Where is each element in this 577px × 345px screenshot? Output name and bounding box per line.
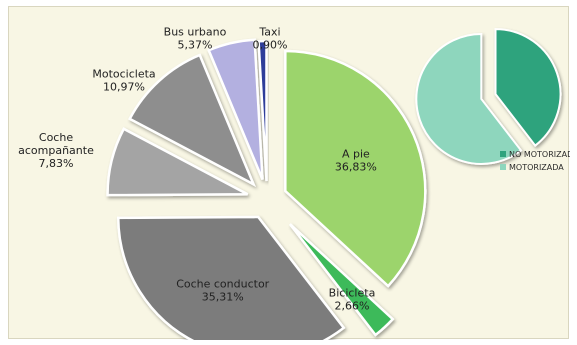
pie-slice-coche-conductor [116,215,346,340]
summary-pie [415,28,562,165]
slice-value-coche-conductor: 35,31% [202,291,244,304]
legend-label-no-motorizada: NO MOTORIZADA [509,150,570,159]
legend: NO MOTORIZADA MOTORIZADA [500,150,570,172]
pie-slice-motocicleta [128,53,257,187]
slice-label-coche-acompanante: Coche acompañante [18,131,94,157]
pie-slice-a-pie [284,49,427,288]
chart-area: A pie 36,83% Bicicleta 2,66% Coche conductor… [8,6,570,340]
slice-value-coche-acompanante: 7,83% [39,157,74,170]
slice-value-bus-urbano: 5,37% [178,39,213,52]
slice-label-bus-urbano: Bus urbano [164,26,227,39]
summary-slice-motorizada [415,32,523,165]
slice-label-bicicleta: Bicicleta [329,287,376,300]
legend-swatch-no-motorizada [500,151,506,157]
pie-slice-coche-acompanante [106,127,249,197]
slice-value-bicicleta: 2,66% [335,300,370,313]
slice-value-taxi: 0,90% [253,39,288,52]
legend-label-motorizada: MOTORIZADA [509,163,564,172]
legend-swatch-motorizada [500,164,506,170]
slice-value-a-pie: 36,83% [335,161,377,174]
summary-slice-no-motorizada [494,28,562,147]
slice-label-a-pie: A pie [342,148,370,161]
slice-label-coche-conductor: Coche conductor [176,278,269,291]
main-pie [106,38,427,340]
pie-slice-bicicleta [288,223,395,337]
slice-label-motocicleta: Motocicleta [92,68,155,81]
slice-value-motocicleta: 10,97% [103,81,145,94]
pie-slice-bus-urbano [207,38,264,180]
pie-slice-taxi [257,39,268,182]
slice-label-taxi: Taxi [258,26,280,39]
